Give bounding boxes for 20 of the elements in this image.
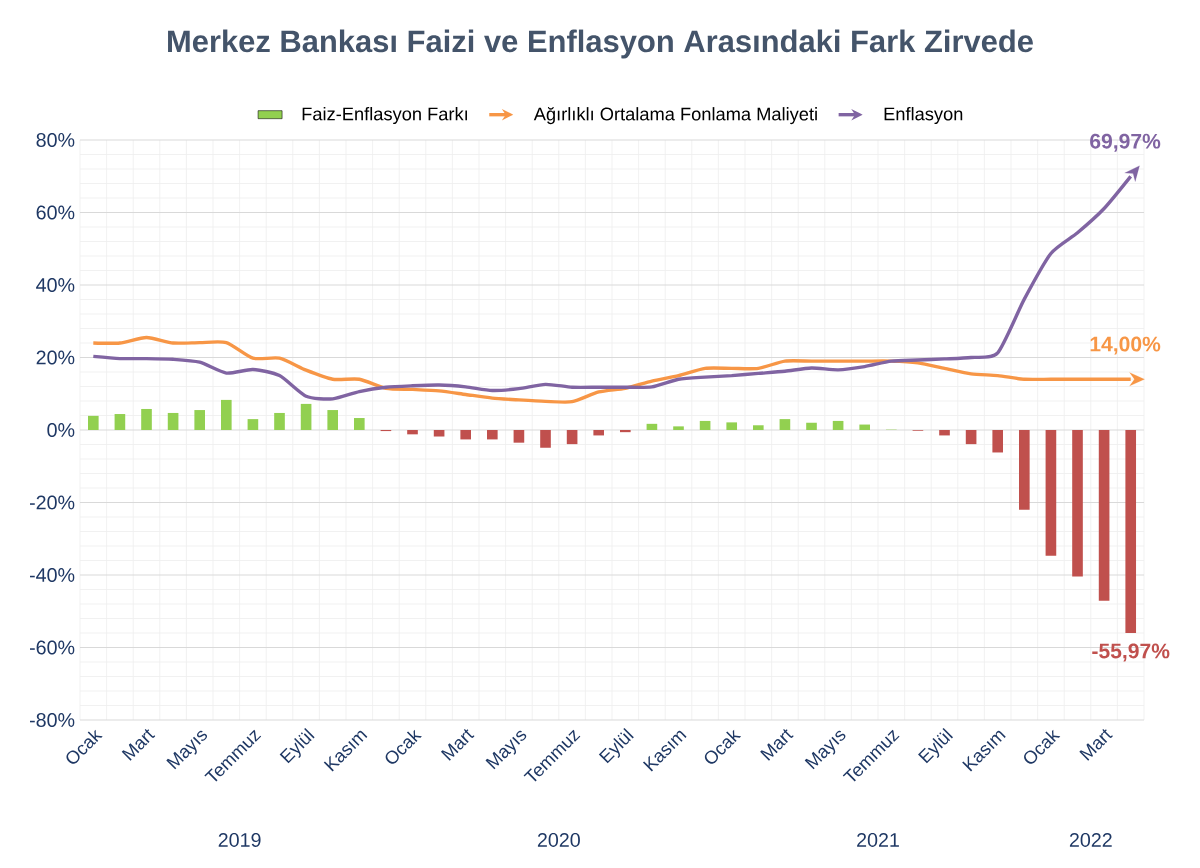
data-label: 69,97% [1090,133,1161,152]
text: 2022 [1069,832,1112,847]
y-tick-label: 40% [36,278,75,292]
y-tick-label: 80% [36,133,75,147]
data-label: -55,97% [1092,643,1170,662]
text: 2021 [857,832,899,847]
legend-label: Ağırlıklı Ortalama Fonlama Maliyeti [533,106,817,125]
y-tick-label: 60% [36,205,75,220]
y-tick-label: 20% [36,350,75,365]
data-label: 14,00% [1090,336,1161,355]
y-tick-label: -20% [29,495,75,510]
y-tick-label: -40% [29,568,75,582]
y-tick-label: -80% [29,713,75,727]
legend-label: Enflasyon [884,107,963,125]
chart-title: Merkez Bankası Faizi ve Enflasyon Arasındaki Fark Zirvede [168,29,1033,59]
text: 2019 [218,832,261,847]
text: 2020 [537,832,580,847]
legend-label: Faiz-Enflasyon Farkı [302,107,467,125]
y-tick-label: -60% [29,640,75,655]
y-tick-label: 0% [47,423,75,437]
